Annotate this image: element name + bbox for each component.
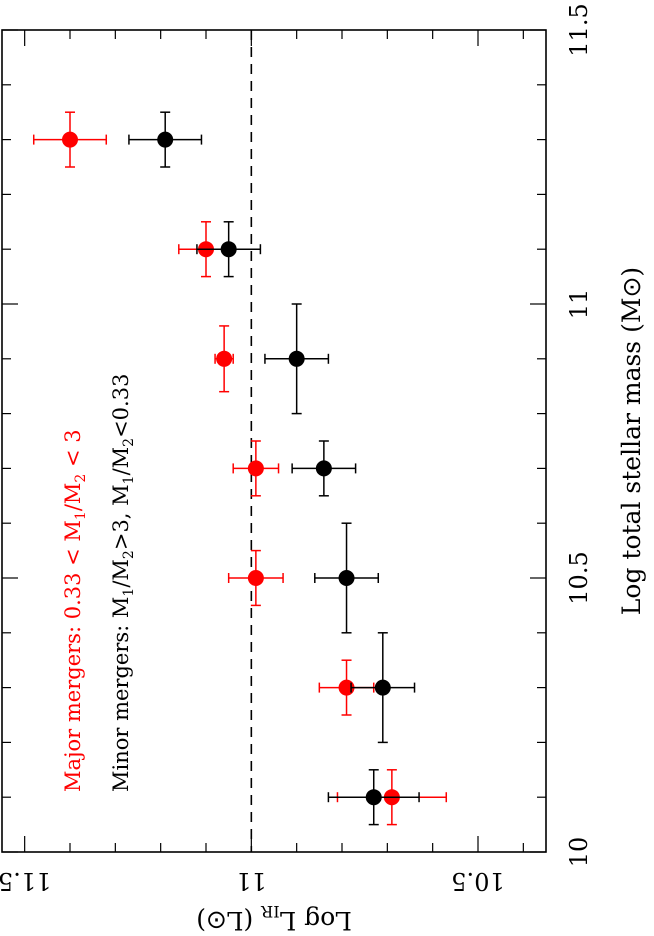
x-tick-label: 11.5: [565, 3, 593, 56]
x-tick-label: 11: [565, 289, 593, 320]
legend-text: <0.33: [109, 374, 133, 438]
series-major-mergers: [32, 111, 448, 826]
data-point: [338, 570, 355, 586]
x-axis-label: Log total stellar mass (M⊙): [617, 267, 646, 615]
data-point: [315, 460, 332, 477]
legend-subscript: 2: [73, 474, 89, 483]
y-tick-label: 11.5: [0, 867, 51, 895]
legend-subscript: 2: [121, 438, 137, 447]
legend-text: < 3: [61, 429, 85, 473]
y-tick-label: 10.5: [451, 867, 504, 895]
legend-subscript: 1: [121, 475, 137, 484]
data-series: [32, 111, 448, 826]
legend-text: /M: [109, 559, 133, 588]
legend-subscript: 2: [121, 550, 137, 559]
legend-subscript: 1: [73, 511, 89, 520]
legend-subscript: 1: [121, 588, 137, 597]
y-tick-label: 11: [236, 867, 267, 895]
data-point: [247, 570, 264, 586]
legend-text: /M: [61, 483, 85, 512]
legend-text: Minor mergers: M: [109, 597, 133, 792]
legend-minor-mergers: Minor mergers: M1/M2>3, M1/M2<0.33: [109, 374, 137, 792]
y-axis-label: Log LIR (L⊙): [196, 902, 352, 935]
legend-text: Major mergers: 0.33 < M: [61, 520, 85, 792]
data-point: [216, 350, 233, 367]
data-point: [288, 350, 305, 367]
legend-text: /M: [109, 447, 133, 476]
plot-frame: [1, 29, 547, 853]
data-point: [62, 131, 78, 148]
data-point: [157, 131, 174, 148]
x-tick-label: 10.5: [565, 551, 593, 604]
x-tick-label: 10: [565, 837, 593, 868]
data-point: [374, 679, 391, 696]
legend-major-mergers: Major mergers: 0.33 < M1/M2 < 3: [61, 429, 89, 792]
data-point: [220, 241, 237, 258]
series-minor-mergers: [128, 111, 420, 826]
data-point: [247, 460, 264, 477]
data-point: [365, 789, 382, 806]
legend-text: >3, M: [109, 484, 133, 550]
